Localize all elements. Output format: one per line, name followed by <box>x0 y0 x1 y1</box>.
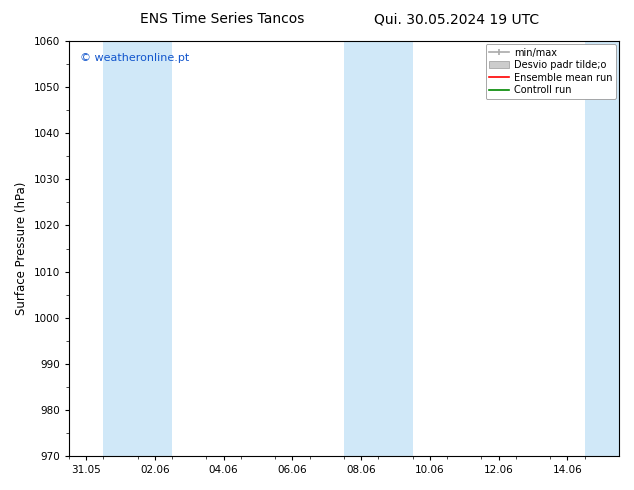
Bar <box>138 41 172 456</box>
Text: Qui. 30.05.2024 19 UTC: Qui. 30.05.2024 19 UTC <box>374 12 539 26</box>
Bar <box>585 41 619 456</box>
Text: ENS Time Series Tancos: ENS Time Series Tancos <box>139 12 304 26</box>
Text: © weatheronline.pt: © weatheronline.pt <box>80 53 189 64</box>
Bar <box>344 41 378 456</box>
Bar <box>103 41 138 456</box>
Y-axis label: Surface Pressure (hPa): Surface Pressure (hPa) <box>15 182 28 315</box>
Bar <box>378 41 413 456</box>
Legend: min/max, Desvio padr tilde;o, Ensemble mean run, Controll run: min/max, Desvio padr tilde;o, Ensemble m… <box>486 44 616 99</box>
